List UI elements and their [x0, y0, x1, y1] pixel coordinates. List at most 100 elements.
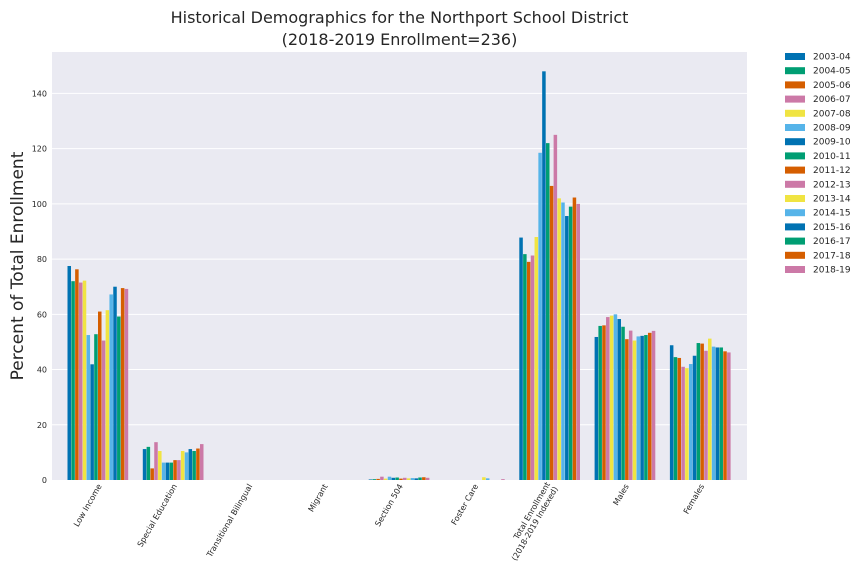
x-tick-label: Low Income: [72, 482, 104, 528]
bar-2009-10: [165, 462, 170, 480]
bar-2015-16: [188, 449, 193, 480]
legend-label: 2007-08: [813, 109, 851, 119]
bar-2008-09: [86, 335, 91, 480]
legend-swatch: [785, 152, 805, 160]
bar-2010-11: [545, 143, 550, 480]
bar-2018-19: [727, 352, 731, 480]
bar-2004-05: [673, 357, 678, 480]
bar-2016-17: [418, 477, 422, 480]
bar-2005-06: [526, 261, 531, 480]
legend-label: 2013-14: [813, 195, 851, 205]
bar-2008-09: [161, 462, 166, 480]
bar-2012-13: [704, 350, 708, 480]
y-tick-labels: 0 20 40 60 80 100 120 140: [32, 89, 47, 485]
bar-2008-09: [688, 364, 693, 480]
bar-2003-04: [368, 479, 373, 480]
x-tick-label: Males: [611, 483, 630, 508]
bar-2007-08: [82, 280, 87, 480]
bar-2014-15: [410, 478, 415, 480]
x-tick-labels: Low Income Special Education Transitional …: [72, 481, 706, 563]
bar-2010-11: [621, 326, 625, 480]
bar-2004-05: [523, 254, 527, 480]
bar-2014-15: [109, 294, 113, 480]
legend-label: 2014-15: [813, 209, 851, 219]
bar-2011-12: [98, 311, 102, 480]
legend: 2003-04 2004-05 2005-06 2006-07 2007-08 2008-…: [785, 53, 851, 276]
bar-2015-16: [640, 335, 644, 480]
bar-2014-15: [636, 336, 641, 480]
bar-2018-19: [425, 477, 430, 480]
bar-2018-19: [651, 330, 656, 480]
y-tick-label: 0: [42, 476, 47, 485]
bar-2006-07: [606, 317, 610, 480]
legend-label: 2009-10: [813, 138, 851, 148]
bar-2017-18: [196, 448, 200, 480]
bar-2006-07: [78, 282, 83, 480]
bar-2012-13: [628, 330, 633, 480]
bar-2003-04: [67, 266, 72, 480]
legend-label: 2003-04: [813, 53, 851, 63]
legend-swatch: [785, 209, 805, 217]
bar-2007-08: [383, 478, 388, 480]
y-tick-label: 120: [32, 145, 47, 154]
bar-2010-11: [94, 334, 98, 480]
bar-2005-06: [677, 357, 682, 480]
legend-swatch: [785, 53, 805, 60]
bar-2013-14: [406, 478, 411, 480]
bar-2008-09: [613, 314, 618, 480]
bar-2015-16: [414, 478, 418, 480]
legend-label: 2017-18: [813, 251, 851, 261]
legend-label: 2016-17: [813, 237, 851, 247]
bar-2014-15: [184, 452, 189, 480]
legend-swatch: [785, 195, 805, 202]
bar-2016-17: [568, 206, 573, 480]
x-tick-label: Transitional Bilingual: [205, 483, 255, 560]
bar-2007-08: [685, 368, 689, 480]
legend-swatch: [785, 95, 805, 103]
bar-2009-10: [391, 477, 396, 480]
chart-title: Historical Demographics for the Northpor…: [171, 8, 629, 27]
y-tick-label: 60: [37, 310, 47, 319]
legend-label: 2004-05: [813, 67, 851, 77]
bar-2013-14: [180, 451, 185, 480]
y-tick-label: 140: [32, 89, 47, 98]
bar-2015-16: [565, 216, 569, 480]
bars: [67, 71, 731, 481]
y-tick-label: 100: [32, 200, 47, 209]
bar-2017-18: [572, 197, 577, 480]
bar-2016-17: [644, 335, 648, 480]
bar-2013-14: [632, 340, 637, 480]
x-tick-label: Foster Care: [450, 482, 481, 526]
bar-2006-07: [380, 476, 384, 480]
bar-2004-05: [372, 479, 377, 480]
bar-2010-11: [169, 462, 173, 480]
bar-2004-05: [71, 281, 75, 480]
bar-2003-04: [669, 345, 674, 480]
y-axis-label: Percent of Total Enrollment: [8, 151, 28, 380]
legend-swatch: [785, 237, 805, 245]
bar-2009-10: [542, 71, 546, 480]
bar-2003-04: [594, 336, 599, 480]
bar-2014-15: [561, 202, 565, 481]
legend-label: 2008-09: [813, 124, 851, 134]
bar-2003-04: [142, 449, 147, 480]
bar-2005-06: [75, 269, 79, 480]
bar-2005-06: [602, 325, 606, 480]
legend-label: 2018-19: [813, 266, 851, 276]
bar-2018-19: [124, 288, 129, 480]
legend-swatch: [785, 138, 805, 146]
bar-2017-18: [120, 288, 125, 480]
legend-label: 2012-13: [813, 180, 851, 190]
bar-2013-14: [105, 310, 110, 480]
bar-2007-08: [158, 451, 162, 480]
bar-2017-18: [422, 477, 426, 480]
bar-2005-06: [150, 468, 154, 480]
bar-2009-10: [692, 355, 697, 480]
bar-2009-10: [617, 319, 621, 480]
bar-2008-09: [538, 152, 542, 481]
bar-2018-19: [576, 203, 580, 480]
bar-2005-06: [376, 478, 380, 480]
x-tick-label: Females: [682, 483, 706, 516]
grid-lines: [52, 92, 747, 426]
